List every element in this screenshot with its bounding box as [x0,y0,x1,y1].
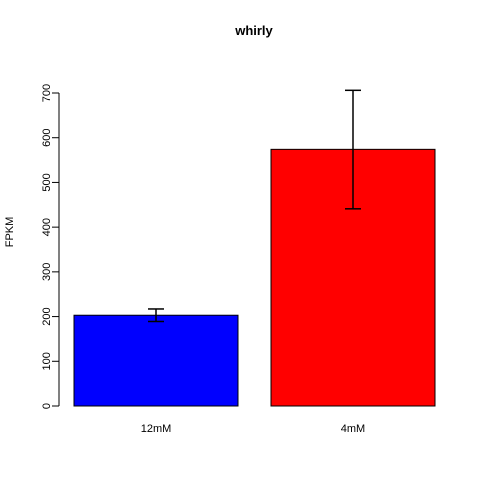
y-tick-label: 100 [41,352,53,370]
bars [73,148,436,407]
y-axis: 0 100 200 300 400 500 600 700 [41,84,60,409]
bar-12mM [73,314,239,407]
y-tick-label: 0 [41,403,53,409]
y-tick-label: 500 [41,173,53,191]
error-bars [148,89,361,323]
y-tick-label: 700 [41,84,53,102]
x-tick-label: 4mM [341,423,365,435]
y-tick-label: 600 [41,129,53,147]
y-tick-label: 200 [41,307,53,325]
y-tick-label: 400 [41,218,53,236]
x-axis-labels: 12mM 4mM [141,423,366,435]
x-tick-label: 12mM [141,423,172,435]
y-tick-label: 300 [41,263,53,281]
y-axis-label: FPKM [4,217,16,248]
chart-title: whirly [234,23,273,38]
